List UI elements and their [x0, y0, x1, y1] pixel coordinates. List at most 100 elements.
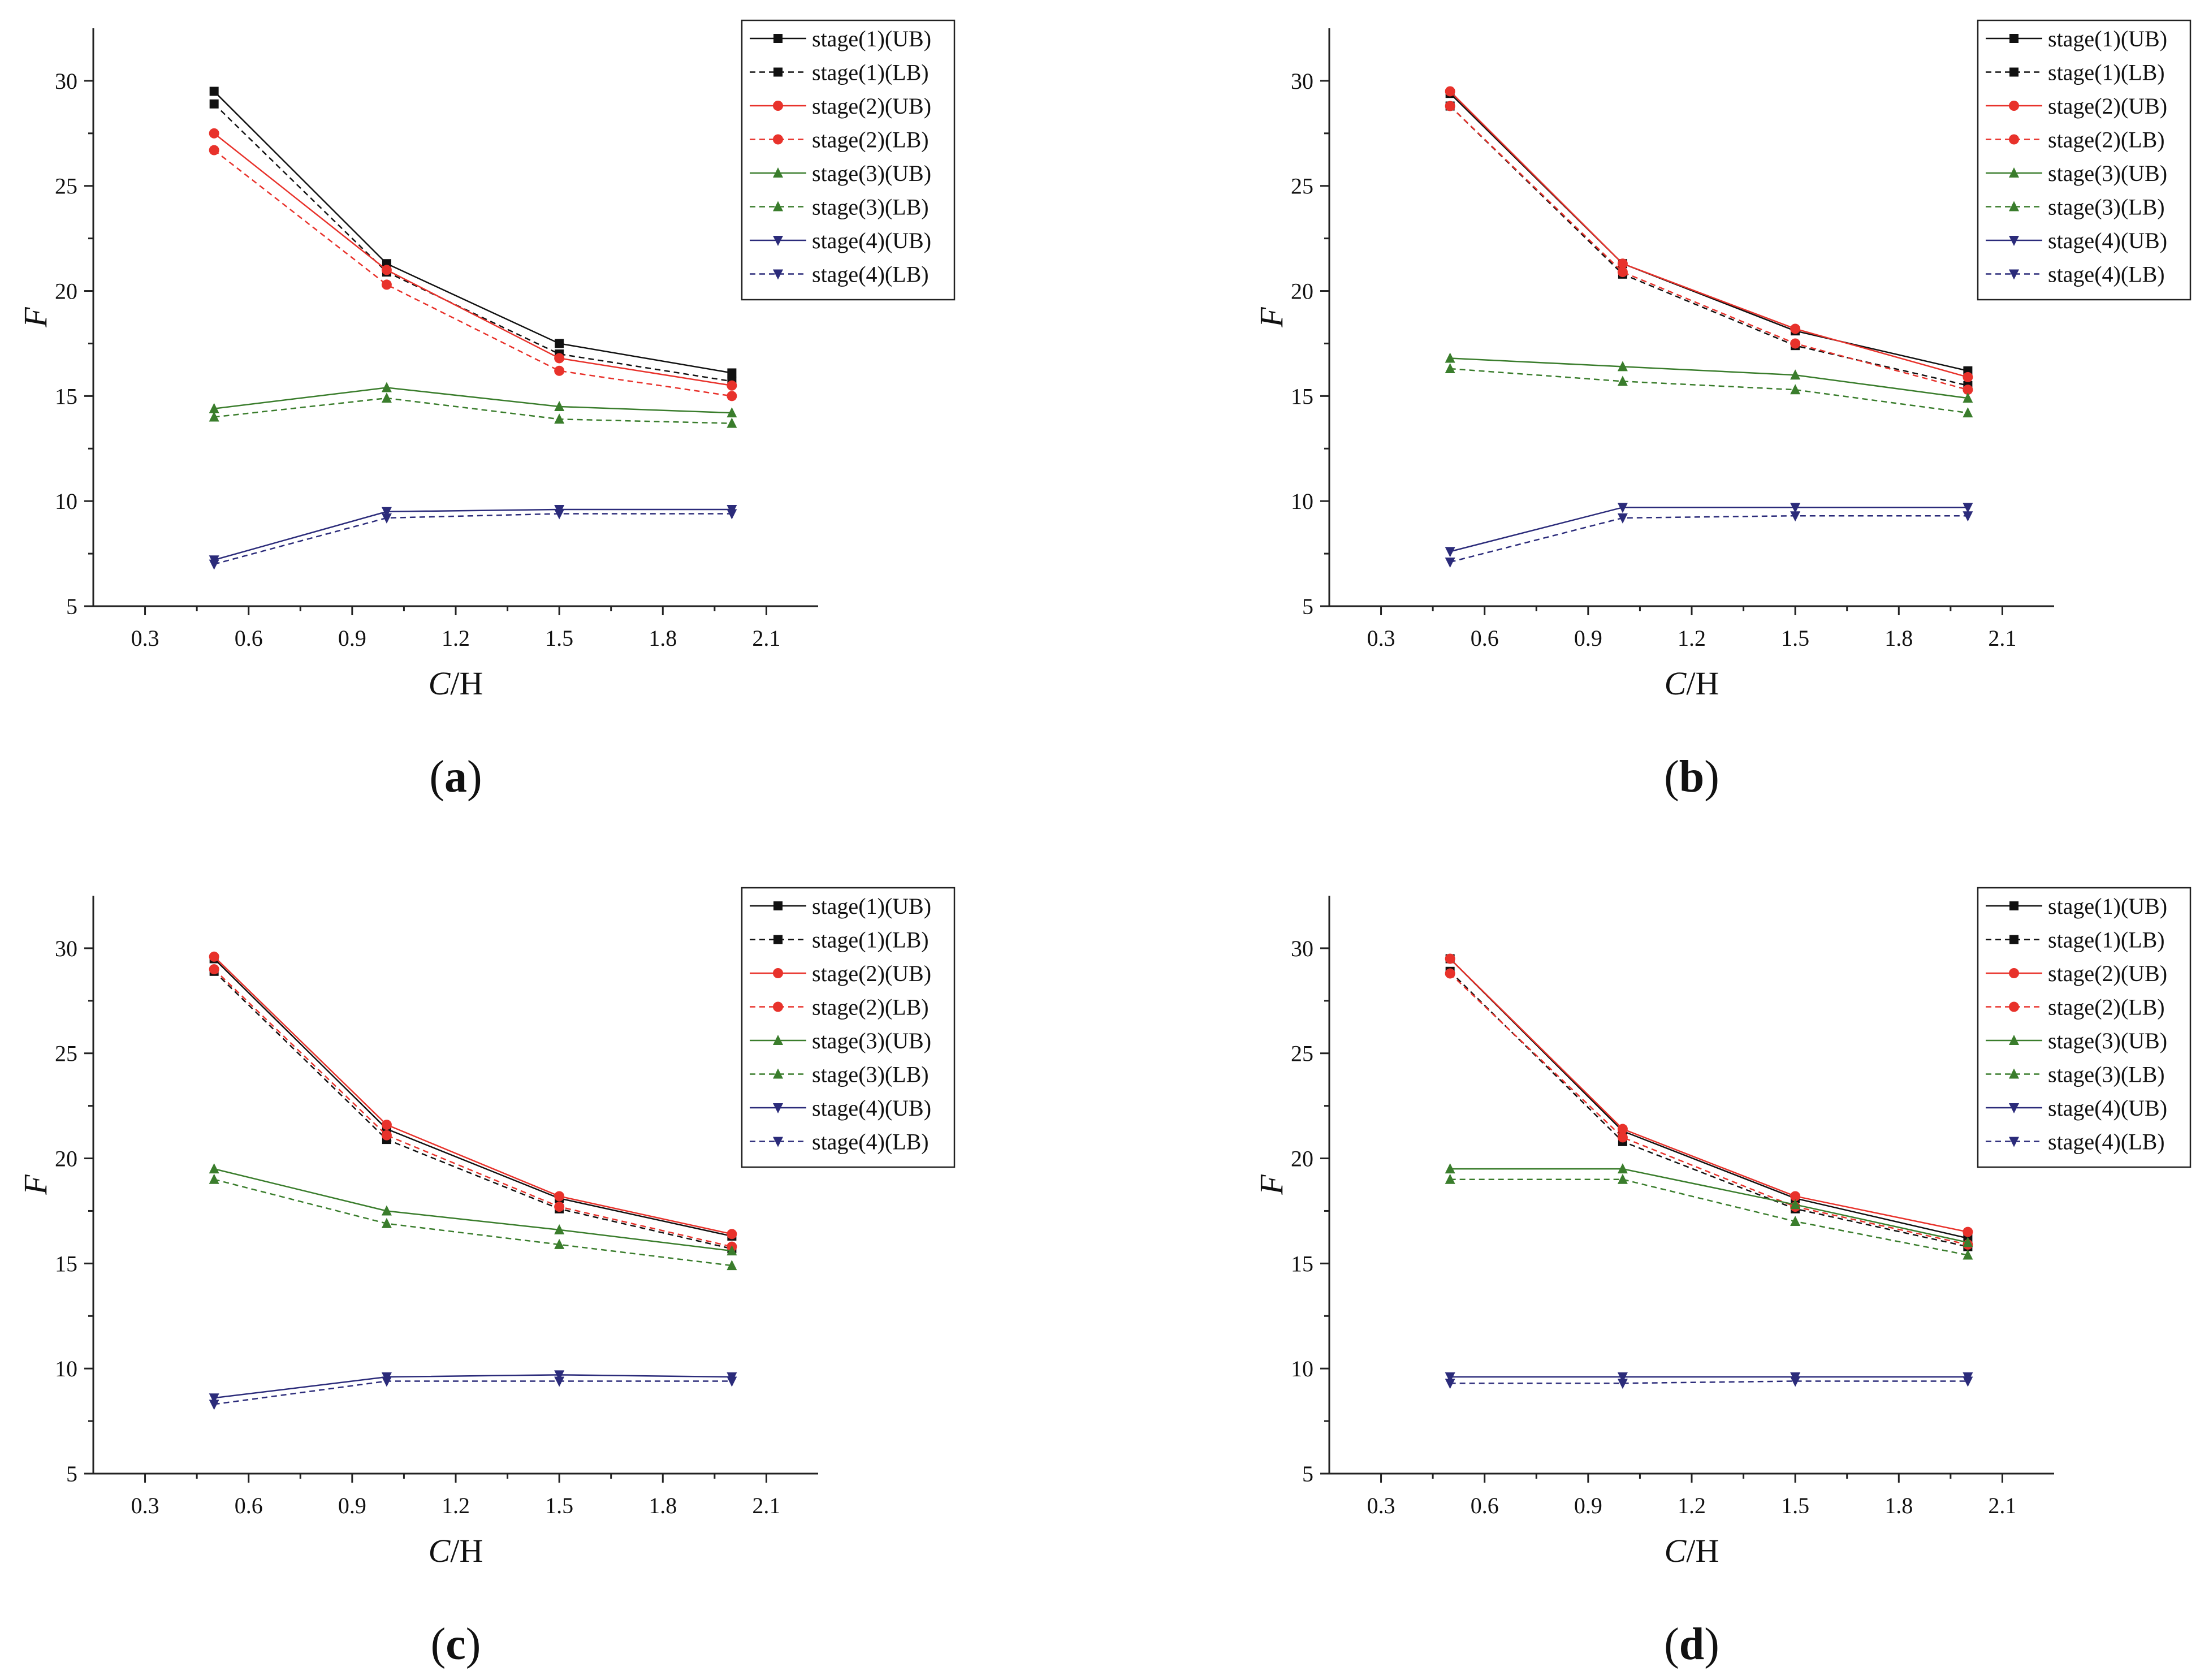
data-point	[209, 145, 219, 156]
legend-item: stage(3)(LB)	[1986, 1062, 2165, 1087]
data-point	[1445, 1379, 1455, 1389]
series-line	[1449, 93, 1968, 372]
series-stage3-ub	[209, 1163, 737, 1256]
data-point	[554, 400, 565, 411]
legend-item: stage(2)(LB)	[750, 995, 929, 1020]
axes: 0.3 0.6 0.9 1.2 1.5 1.8 2.1 5 10 15 20 25 30	[55, 896, 818, 1518]
data-point	[1445, 363, 1455, 374]
legend-item: stage(3)(UB)	[750, 1028, 931, 1053]
series-line	[1449, 90, 1968, 378]
legend-marker	[2009, 901, 2019, 910]
y-tick-label: 25	[1291, 174, 1313, 199]
series-line	[1449, 105, 1968, 386]
legend-marker	[2009, 167, 2019, 178]
x-tick-label: 1.8	[649, 1493, 677, 1518]
data-point	[727, 380, 737, 391]
legend-item: stage(3)(UB)	[1986, 161, 2167, 186]
legend-item: stage(2)(LB)	[1986, 995, 2165, 1020]
data-point	[1963, 385, 1973, 395]
series-line	[1449, 973, 1968, 1246]
series-stage1-lb	[1445, 101, 1973, 390]
legend-marker	[773, 1001, 783, 1012]
series-stage2-ub	[209, 128, 737, 391]
legend-marker	[773, 935, 783, 944]
x-tick-label: 1.2	[442, 1493, 470, 1518]
data-point	[1790, 338, 1801, 349]
data-point	[727, 407, 737, 418]
series-stage2-ub	[1445, 86, 1973, 382]
series-stage4-lb	[1445, 511, 1973, 568]
legend-marker	[773, 1035, 783, 1045]
panel-caption: (a)	[429, 752, 482, 802]
x-axis-label: C/H	[429, 665, 483, 702]
series-stage2-ub	[1445, 953, 1973, 1237]
legend-marker	[2009, 935, 2019, 944]
y-axis-label: F	[17, 1174, 54, 1195]
y-axis-label: F	[17, 307, 54, 328]
legend-item: stage(4)(UB)	[750, 228, 931, 253]
legend-label: stage(1)(UB)	[2048, 26, 2167, 51]
y-tick-label: 15	[55, 383, 77, 409]
legend-label: stage(4)(UB)	[812, 1095, 931, 1121]
y-tick-label: 10	[55, 1356, 77, 1381]
panel-c: F C/H (c) 0.3 0.6 0.9 1.2 1.5 1.8 2.1 5 10 15 20 25…	[17, 887, 956, 1669]
y-tick-label: 20	[1291, 1146, 1313, 1172]
data-point	[1790, 369, 1801, 380]
legend: stage(1)(UB) stage(1)(LB) stage(2)(UB) stag…	[741, 19, 956, 301]
series-line	[213, 149, 732, 397]
data-point	[554, 1224, 565, 1234]
y-axis-label: F	[1253, 307, 1290, 328]
data-point	[1790, 1216, 1801, 1226]
x-tick-label: 1.8	[1885, 1493, 1913, 1518]
legend-label: stage(3)(LB)	[2048, 195, 2165, 220]
legend-box	[741, 887, 956, 1168]
data-point	[1790, 503, 1801, 513]
legend-label: stage(4)(UB)	[2048, 1095, 2167, 1121]
legend-marker	[2009, 1137, 2019, 1147]
x-tick-label: 2.1	[1988, 1493, 2016, 1518]
legend-item: stage(1)(UB)	[1986, 893, 2167, 919]
data-point	[1963, 1226, 1973, 1237]
legend-item: stage(2)(UB)	[750, 93, 931, 119]
series-stage2-lb	[209, 964, 737, 1252]
legend-item: stage(4)(LB)	[750, 262, 929, 287]
data-point	[555, 339, 564, 348]
data-point	[1963, 511, 1973, 522]
x-tick-label: 1.8	[649, 625, 677, 651]
legend-item: stage(4)(UB)	[1986, 228, 2167, 253]
data-point	[1445, 1163, 1455, 1174]
y-tick-label: 10	[55, 489, 77, 514]
legend-item: stage(4)(LB)	[750, 1129, 929, 1155]
legend-marker	[773, 134, 783, 145]
legend-marker	[773, 1103, 783, 1113]
data-point	[1617, 267, 1628, 278]
legend-label: stage(2)(UB)	[812, 961, 931, 986]
legend-item: stage(3)(UB)	[1986, 1028, 2167, 1053]
series-stage1-lb	[1445, 966, 1973, 1251]
series-line	[1449, 958, 1968, 1233]
series-stage3-ub	[1445, 352, 1973, 403]
data-point	[1963, 1237, 1973, 1247]
series-group	[209, 951, 737, 1410]
data-point	[209, 951, 219, 962]
legend-label: stage(3)(UB)	[812, 161, 931, 186]
data-point	[1445, 547, 1455, 558]
legend-label: stage(2)(UB)	[2048, 961, 2167, 986]
series-stage3-lb	[209, 1173, 737, 1271]
data-point	[1790, 1199, 1801, 1210]
panel-caption: (d)	[1664, 1619, 1719, 1669]
series-stage2-ub	[209, 951, 737, 1240]
series-line	[1450, 507, 1968, 552]
series-group	[1445, 86, 1973, 568]
data-point	[209, 1163, 219, 1174]
data-point	[727, 1376, 737, 1387]
panel-caption: (c)	[431, 1619, 481, 1669]
legend-item: stage(1)(LB)	[750, 60, 929, 85]
x-tick-label: 0.9	[338, 625, 366, 651]
data-point	[209, 964, 219, 975]
data-point	[1445, 1173, 1455, 1184]
x-tick-label: 2.1	[752, 1493, 780, 1518]
legend-item: stage(1)(LB)	[750, 927, 929, 953]
data-point	[209, 411, 219, 422]
legend-marker	[773, 269, 783, 280]
